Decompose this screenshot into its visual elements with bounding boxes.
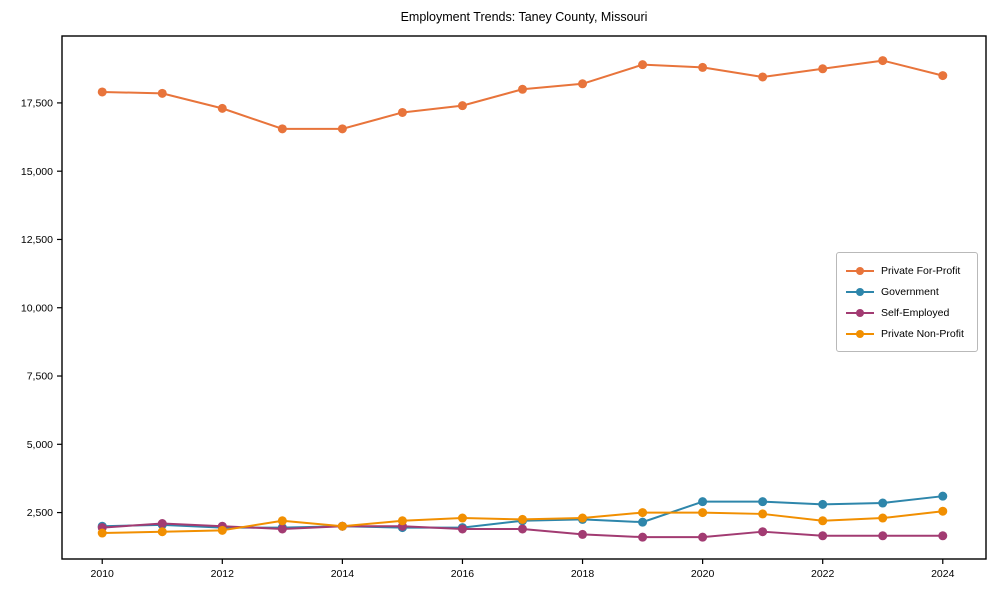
legend-line-marker-icon [846,287,874,297]
y-tick-label: 10,000 [21,302,53,314]
data-point-marker [217,103,227,113]
x-tick-label: 2020 [691,568,715,580]
x-tick-label: 2024 [931,568,955,580]
data-point-marker [818,499,828,509]
data-point-marker [938,531,948,541]
axes-frame [61,35,987,560]
series-line [102,59,944,130]
y-tick-label: 5,000 [27,439,53,451]
legend-line-marker-icon [846,329,874,339]
data-point-marker [698,497,708,507]
series-lines [97,56,948,542]
x-tick-label: 2016 [451,568,475,580]
data-point-marker [457,513,467,523]
data-point-marker [758,497,768,507]
data-point-marker [457,101,467,111]
data-point-marker [938,506,948,516]
data-point-marker [337,521,347,531]
x-tick-label: 2010 [91,568,115,580]
x-axis-ticks: 2010 2012 2014 2016 2018 2020 2022 2024 [91,559,955,580]
data-point-marker [878,56,888,66]
data-point-marker [758,509,768,519]
data-point-marker [698,62,708,72]
legend-label: Government [881,285,939,298]
data-point-marker [217,525,227,535]
data-point-marker [698,508,708,518]
data-point-marker [157,88,167,98]
x-tick-label: 2014 [331,568,355,580]
data-point-marker [878,513,888,523]
data-point-marker [638,60,648,70]
data-point-marker [457,524,467,534]
y-tick-label: 17,500 [21,98,53,110]
x-tick-label: 2018 [571,568,595,580]
legend: Private For-Profit Government Self-Employe… [836,252,978,352]
data-point-marker [97,87,107,97]
data-point-marker [818,516,828,526]
data-point-marker [938,71,948,81]
data-point-marker [638,517,648,527]
data-point-marker [277,524,287,534]
data-point-marker [97,528,107,538]
data-point-marker [818,531,828,541]
data-point-marker [517,524,527,534]
data-point-marker [878,498,888,508]
data-point-marker [758,527,768,537]
data-point-marker [578,79,588,89]
data-point-marker [157,527,167,537]
data-point-marker [517,84,527,94]
data-point-marker [277,516,287,526]
chart-title: Employment Trends: Taney County, Missour… [400,10,648,24]
legend-line-marker-icon [846,308,874,318]
y-tick-label: 12,500 [21,234,53,246]
data-point-marker [397,516,407,526]
data-point-marker [578,529,588,539]
data-point-marker [337,124,347,134]
data-point-marker [517,514,527,524]
y-tick-label: 2,500 [27,507,53,519]
legend-item: Private Non-Profit [846,323,968,344]
legend-item: Government [846,281,968,302]
data-point-marker [698,532,708,542]
data-point-marker [397,107,407,117]
data-point-marker [818,64,828,74]
x-tick-label: 2022 [811,568,835,580]
legend-label: Private For-Profit [881,264,961,277]
y-tick-label: 15,000 [21,166,53,178]
data-point-marker [157,518,167,528]
legend-label: Private Non-Profit [881,327,964,340]
x-tick-label: 2012 [211,568,235,580]
plot-border [61,35,987,560]
data-point-marker [638,508,648,518]
legend-item: Private For-Profit [846,260,968,281]
data-point-marker [277,124,287,134]
legend-label: Self-Employed [881,306,950,319]
y-tick-label: 7,500 [27,371,53,383]
data-point-marker [878,531,888,541]
data-point-marker [938,491,948,501]
legend-line-marker-icon [846,266,874,276]
y-axis-ticks: 2,500 5,000 7,500 10,000 12,500 15,000 17,500 [21,98,62,519]
data-point-marker [758,72,768,82]
data-point-marker [578,513,588,523]
data-point-marker [638,532,648,542]
legend-item: Self-Employed [846,302,968,323]
